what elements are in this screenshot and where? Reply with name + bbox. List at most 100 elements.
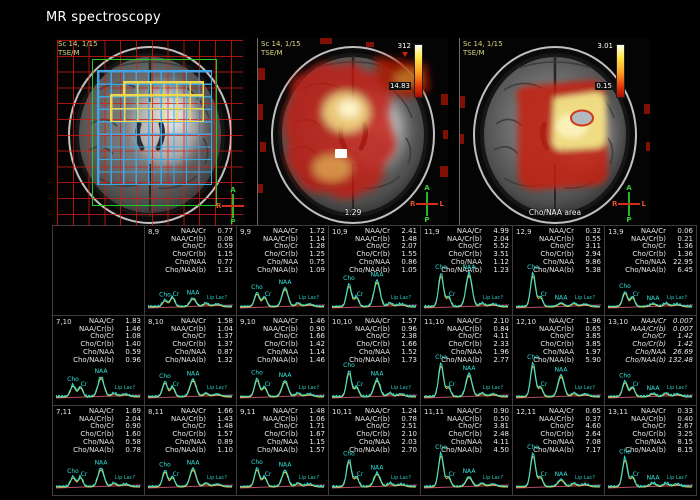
orientation-cross-horizontal — [618, 203, 640, 205]
orientation-posterior: P — [424, 216, 430, 224]
colorbar-marker-icon — [402, 52, 408, 57]
panel-cho-naa-map[interactable]: Sc 14, 1/15 TSE/M 3.01 0.15 Cho/NAA area… — [459, 38, 650, 228]
spectro-cell[interactable]: 8,10 NAA/Cr 1.58 NAA/Cr(b) 1.04 Cho/Cr 1.37 Cho… — [145, 316, 237, 406]
ratio-label: Cho/NAA(b) — [533, 445, 574, 454]
spectro-cell[interactable]: 8,9 NAA/Cr 0.77 NAA/Cr(b) 0.08 Cho/Cr 0.59 Cho/… — [145, 226, 237, 316]
ratio-value: 1.23 — [493, 265, 509, 274]
spectro-cell[interactable]: 12,11 NAA/Cr 0.65 NAA/Cr(b) 0.37 Cho/Cr 4.60 Ch… — [513, 406, 605, 496]
ratio-label: Cho/NAA(b) — [165, 445, 206, 454]
voxel-coordinate: 8,10 — [148, 318, 164, 326]
ratio-label: Cho/Cr — [642, 422, 666, 431]
peak-label-naa: NAA — [647, 474, 661, 481]
ratio-label: Cho/Cr(b) — [264, 340, 298, 349]
colorbar-max-value: 3.01 — [597, 42, 613, 50]
ratio-label: Cho/NAA — [175, 257, 206, 266]
ratio-value: 0.007 — [672, 317, 693, 325]
spectro-cell[interactable]: 12,10 NAA/Cr 1.96 NAA/Cr(b) 0.65 Cho/Cr 3.85 Ch… — [513, 316, 605, 406]
ratio-label: NAA/Cr — [180, 317, 206, 325]
ratio-label: Cho/NAA — [359, 347, 390, 356]
voxel-coordinate: 12,10 — [516, 318, 537, 326]
spectro-cell[interactable]: 10,11 NAA/Cr 1.24 NAA/Cr(b) 0.78 Cho/Cr 2.51 Ch… — [329, 406, 421, 496]
peak-label-naa: NAA — [279, 372, 293, 379]
ratio-label: NAA/Cr(b) — [262, 324, 298, 333]
peak-label-cho: Cho — [619, 372, 631, 379]
ratio-value: 1.37 — [217, 332, 233, 341]
peak-label-lip-lac: Lip Lac? — [207, 295, 228, 301]
peak-label-cr: Cr — [173, 381, 180, 388]
orientation-left: L — [641, 200, 646, 208]
spectro-cell[interactable]: 10,10 NAA/Cr 1.57 NAA/Cr(b) 0.96 Cho/Cr 2.38 Ch… — [329, 316, 421, 406]
ratio-value: 1.36 — [677, 250, 693, 259]
ratio-value: 0.55 — [585, 234, 601, 243]
ratio-label: NAA/Cr — [272, 317, 298, 325]
ratio-value: 1.46 — [309, 317, 325, 325]
spectro-cell[interactable]: 9,9 NAA/Cr 1.72 NAA/Cr(b) 1.14 Cho/Cr 1.28 Cho/… — [237, 226, 329, 316]
spectro-cell[interactable]: 8,11 NAA/Cr 1.66 NAA/Cr(b) 1.43 Cho/Cr 1.48 Cho… — [145, 406, 237, 496]
ratio-label: Cho/Cr(b) — [540, 430, 574, 439]
peak-label-naa: NAA — [463, 365, 477, 372]
ratio-label: NAA/Cr(b) — [354, 414, 390, 423]
spectro-cell[interactable]: 13,9 NAA/Cr 0.06 NAA/Cr(b) 0.21 Cho/Cr 1.36 Cho… — [605, 226, 697, 316]
peak-label-lip-lac: Lip Lac? — [575, 475, 596, 481]
spectro-cell[interactable]: 7,11 NAA/Cr 1.69 NAA/Cr(b) 2.04 Cho/Cr 0.90 Cho… — [53, 406, 145, 496]
ratio-label: Cho/Cr(b) — [448, 250, 482, 259]
spectro-cell[interactable]: 11,11 NAA/Cr 0.90 NAA/Cr(b) 0.50 Cho/Cr 3.81 Ch… — [421, 406, 513, 496]
ratio-label: NAA/Cr — [364, 317, 390, 325]
ratio-value: 3.85 — [585, 340, 601, 349]
spectro-cell[interactable]: 12,9 NAA/Cr 0.32 NAA/Cr(b) 0.55 Cho/Cr 3.11 Cho… — [513, 226, 605, 316]
peak-label-lip-lac: Lip Lac? — [667, 385, 688, 391]
ratio-value: 1.42 — [677, 340, 693, 349]
ratio-label: NAA/Cr(b) — [446, 414, 482, 423]
ratio-label: NAA/Cr — [641, 317, 666, 325]
panel-voxel-grid[interactable]: Sc 14, 1/15 TSE/M A P R L — [55, 38, 245, 228]
metabolite-ratios: NAA/Cr 2.41 NAA/Cr(b) 1.48 Cho/Cr 2.07 Cho/Cr(… — [349, 227, 417, 274]
ratio-value: 2.48 — [493, 430, 509, 439]
spectro-cell[interactable]: 10,9 NAA/Cr 2.41 NAA/Cr(b) 1.48 Cho/Cr 2.07 Cho… — [329, 226, 421, 316]
metabolite-ratios: NAA/Cr 0.65 NAA/Cr(b) 0.37 Cho/Cr 4.60 Cho/Cr(… — [533, 407, 601, 454]
sequence-name: TSE/M — [463, 48, 485, 57]
spectro-cell[interactable]: 9,11 NAA/Cr 1.48 NAA/Cr(b) 1.06 Cho/Cr 1.71 Cho… — [237, 406, 329, 496]
orientation-anterior: A — [424, 184, 430, 192]
ratio-label: NAA/Cr — [548, 407, 574, 415]
peak-label-naa: NAA — [279, 279, 293, 286]
spectro-cell[interactable] — [53, 226, 145, 316]
orientation-posterior: P — [230, 218, 236, 226]
orientation-right: R — [216, 202, 222, 210]
ratio-label: Cho/Cr — [642, 242, 666, 251]
ratio-label: Cho/NAA(b) — [349, 265, 390, 274]
spectro-cell[interactable]: 7,10 NAA/Cr 1.83 NAA/Cr(b) 1.46 Cho/Cr 1.08 Cho… — [53, 316, 145, 406]
spectro-cell[interactable]: 11,10 NAA/Cr 2.10 NAA/Cr(b) 0.84 Cho/Cr 4.11 Ch… — [421, 316, 513, 406]
ratio-label: Cho/Cr — [182, 242, 206, 251]
voxel-coordinate: 8,9 — [148, 228, 160, 236]
ratio-value: 1.66 — [401, 340, 417, 349]
spectro-cell[interactable]: 13,11 NAA/Cr 0.33 NAA/Cr(b) 0.40 Cho/Cr 2.67 Ch… — [605, 406, 697, 496]
metabolite-ratios: NAA/Cr 0.33 NAA/Cr(b) 0.40 Cho/Cr 2.67 Cho/Cr(… — [625, 407, 693, 454]
ratio-label: NAA/Cr — [548, 227, 574, 235]
ratio-value: 0.75 — [309, 257, 325, 266]
metabolite-ratios: NAA/Cr 1.96 NAA/Cr(b) 0.65 Cho/Cr 3.85 Cho/Cr(… — [533, 317, 601, 364]
scan-label: Sc 14, 1/15 TSE/M — [58, 40, 98, 57]
spectro-cell[interactable]: 13,10 NAA/Cr 0.007 NAA/Cr(b) 0.007 Cho/Cr 1.42… — [605, 316, 697, 406]
ratio-label: NAA/Cr(b) — [538, 324, 574, 333]
ratio-value: 5.38 — [585, 265, 601, 274]
metabolite-ratios: NAA/Cr 0.06 NAA/Cr(b) 0.21 Cho/Cr 1.36 Cho/Cr(… — [625, 227, 693, 274]
ratio-label: Cho/Cr — [366, 422, 390, 431]
spectro-cell[interactable]: 11,9 NAA/Cr 4.99 NAA/Cr(b) 2.04 Cho/Cr 5.52 Cho… — [421, 226, 513, 316]
ratio-label: Cho/NAA(b) — [441, 265, 482, 274]
panel-metabolite-map[interactable]: Sc 14, 1/15 TSE/M 312 14.83 1.29 A P R L — [257, 38, 448, 228]
peak-label-cho: Cho — [159, 373, 171, 380]
ratio-label: Cho/NAA(b) — [441, 355, 482, 364]
ratio-label: NAA/Cr — [272, 407, 298, 415]
ratio-value: 1.66 — [217, 407, 233, 415]
ratio-label: Cho/Cr(b) — [356, 250, 390, 259]
spectro-cell[interactable]: 9,10 NAA/Cr 1.46 NAA/Cr(b) 0.90 Cho/Cr 1.66 Cho… — [237, 316, 329, 406]
ratio-label: Cho/Cr(b) — [632, 250, 666, 259]
ratio-value: 0.78 — [401, 414, 417, 423]
ratio-value: 1.66 — [309, 332, 325, 341]
peak-label-cr: Cr — [81, 381, 88, 388]
ratio-label: NAA/Cr(b) — [170, 414, 206, 423]
